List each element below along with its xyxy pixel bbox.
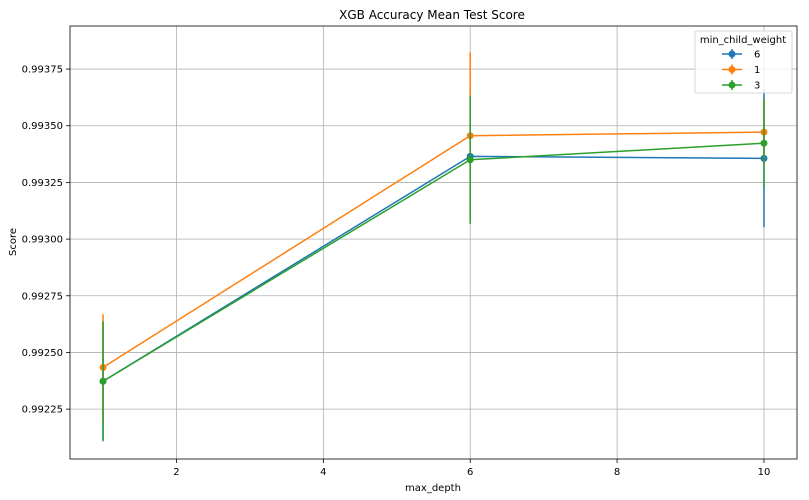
legend-label: 1 (754, 65, 760, 76)
series-1 (99, 52, 768, 421)
legend-label: 6 (754, 50, 760, 61)
series-line (102, 131, 764, 369)
y-tick-label: 0.99300 (22, 235, 63, 246)
series-6 (99, 89, 768, 440)
y-tick-label: 0.99250 (22, 348, 63, 359)
series-3 (99, 95, 768, 442)
data-point (466, 156, 474, 164)
y-axis-ticks: 0.99225 0.99250 0.99275 0.99300 0.99325 0.993… (22, 65, 70, 416)
y-tick-label: 0.99325 (22, 178, 63, 189)
x-tick-label: 8 (614, 467, 620, 478)
data-point (99, 377, 107, 385)
legend-box (694, 30, 793, 94)
x-tick-label: 2 (173, 467, 179, 478)
legend-entry-1: 1 (722, 64, 760, 76)
grid (70, 26, 797, 459)
legend-entry-3: 3 (722, 80, 760, 92)
y-tick-label: 0.99350 (22, 121, 63, 132)
y-tick-label: 0.99375 (22, 65, 63, 76)
legend-label: 3 (754, 81, 760, 92)
x-tick-label: 6 (467, 467, 473, 478)
legend-marker (728, 66, 736, 73)
x-axis-ticks: 2 4 6 8 10 (173, 459, 770, 478)
y-axis-label: Score (8, 228, 19, 256)
data-point (760, 139, 768, 147)
legend: min_child_weight 6 1 3 (694, 30, 793, 94)
legend-marker (728, 50, 736, 58)
chart-title: XGB Accuracy Mean Test Score (339, 8, 525, 22)
series-layer (99, 52, 768, 442)
legend-title: min_child_weight (700, 35, 786, 46)
legend-marker (728, 81, 736, 89)
x-tick-label: 10 (758, 467, 771, 478)
plot-frame (69, 25, 798, 460)
y-tick-label: 0.99275 (22, 291, 63, 302)
legend-entry-6: 6 (722, 49, 760, 61)
y-tick-label: 0.99225 (22, 405, 63, 416)
x-axis-label: max_depth (405, 483, 461, 494)
series-line (102, 155, 764, 382)
legend-entries: 6 1 3 (722, 49, 760, 92)
x-tick-label: 4 (320, 467, 326, 478)
